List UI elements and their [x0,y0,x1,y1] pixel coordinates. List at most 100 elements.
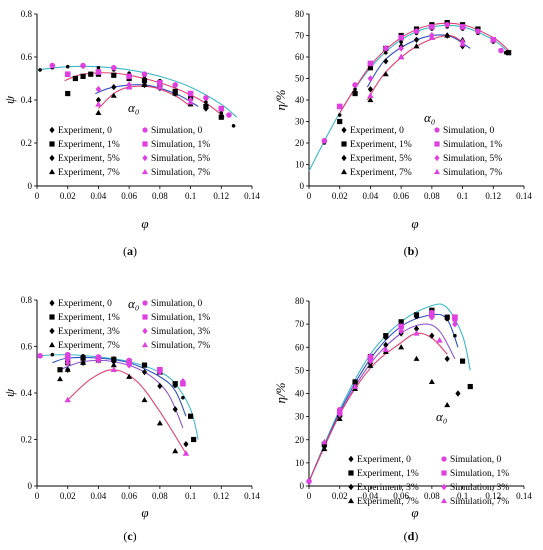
data-point [64,396,71,403]
data-point [157,80,163,86]
data-point [38,68,42,72]
legend-marker [348,497,354,504]
data-point [397,53,405,60]
x-tick-label: 0.12 [213,491,229,501]
data-point [444,314,450,320]
x-tick-label: 0.04 [363,191,379,201]
data-point [352,82,358,88]
x-tick-label: 0.14 [516,191,532,201]
y-tick-label: 30 [295,412,305,422]
data-point [126,373,133,379]
data-point [191,436,197,443]
legend-entry: Simulation, 1% [443,140,502,150]
data-point [429,313,435,321]
data-point [321,138,328,144]
legend-entry: Experiment, 5% [350,154,412,164]
data-point [398,323,404,330]
data-point [64,359,71,367]
legend-marker [49,341,55,348]
data-point [413,325,420,332]
y-tick-label: 30 [295,117,305,127]
data-point [80,359,87,365]
data-point [172,82,179,88]
panel-label: (a) [123,244,137,258]
data-point [111,83,117,91]
y-tick-label: 0.6 [21,52,33,62]
legend-marker [49,141,55,147]
data-point [183,440,189,448]
y-tick-label: 0.6 [21,342,33,352]
data-point [382,346,389,352]
data-point [367,362,374,368]
data-point [180,377,186,385]
legend-title: α₀ [436,409,447,424]
panel-d: 0 0.02 0.04 0.06 0.08 0.1 0.12 0.14 0 10 20 30 40 50 6… [273,296,532,543]
data-point [111,72,117,78]
data-point [367,60,374,67]
legend-marker [434,141,440,147]
x-tick-label: 0.04 [91,491,107,501]
data-point [413,43,420,49]
legend-marker [434,127,440,133]
data-point [126,73,132,80]
legend-entry: Experiment, 7% [58,168,120,178]
x-axis-label: φ [141,505,148,520]
legend-marker [142,341,148,348]
legend-entry: Simulation, 0 [443,126,494,136]
legend-entry: Simulation, 3% [450,483,509,493]
legend-entry: Experiment, 0 [58,299,112,309]
legend-marker [441,470,447,476]
legend-marker [142,300,148,306]
data-point [337,113,342,117]
data-point [337,118,343,125]
y-axis-label: ψ [2,95,17,104]
panel-label: (c) [123,529,136,543]
data-point [88,71,94,77]
legend-marker [441,483,447,491]
data-point [65,64,70,69]
data-point [367,357,374,365]
y-tick-label: 80 [295,9,305,19]
x-tick-label: 0.08 [152,191,168,201]
y-tick-label: 40 [295,95,305,105]
legend-entry: Experiment, 1% [58,140,120,150]
y-tick-label: 0 [28,181,33,191]
data-point [141,71,148,77]
legend-entry: Experiment, 7% [357,497,419,507]
data-point [172,90,179,96]
fit-curve [67,369,187,454]
data-point [231,124,236,128]
x-tick-label: 0 [307,491,312,501]
data-point [187,90,194,97]
data-point [367,75,374,82]
legend-marker [341,168,347,175]
data-point [64,366,71,372]
y-tick-label: 0 [28,481,33,491]
y-axis-label: η/% [273,382,288,403]
x-tick-label: 0.1 [457,491,468,501]
y-tick-label: 0.4 [21,95,33,105]
legend-entry: Simulation, 3% [151,327,210,337]
legend-entry: Experiment, 1% [350,140,412,150]
data-point [80,355,86,361]
data-point [64,71,71,77]
legend-entry: Simulation, 7% [151,168,210,178]
x-tick-label: 0.02 [332,491,348,501]
data-point [429,24,435,30]
data-point [367,96,374,103]
x-tick-label: 0.04 [91,191,107,201]
legend-marker [142,314,148,320]
x-tick-label: 0.02 [332,191,348,201]
legend-marker [341,126,347,134]
legend-marker [142,168,148,175]
y-tick-label: 80 [295,296,305,306]
data-point [57,367,63,373]
data-point [95,96,102,104]
y-axis-label: ψ [2,388,17,397]
data-point [398,344,405,350]
data-point [321,445,328,452]
data-point [64,355,71,361]
data-point [453,333,457,338]
legend-marker [348,483,354,491]
legend-entry: Experiment, 0 [350,126,404,136]
